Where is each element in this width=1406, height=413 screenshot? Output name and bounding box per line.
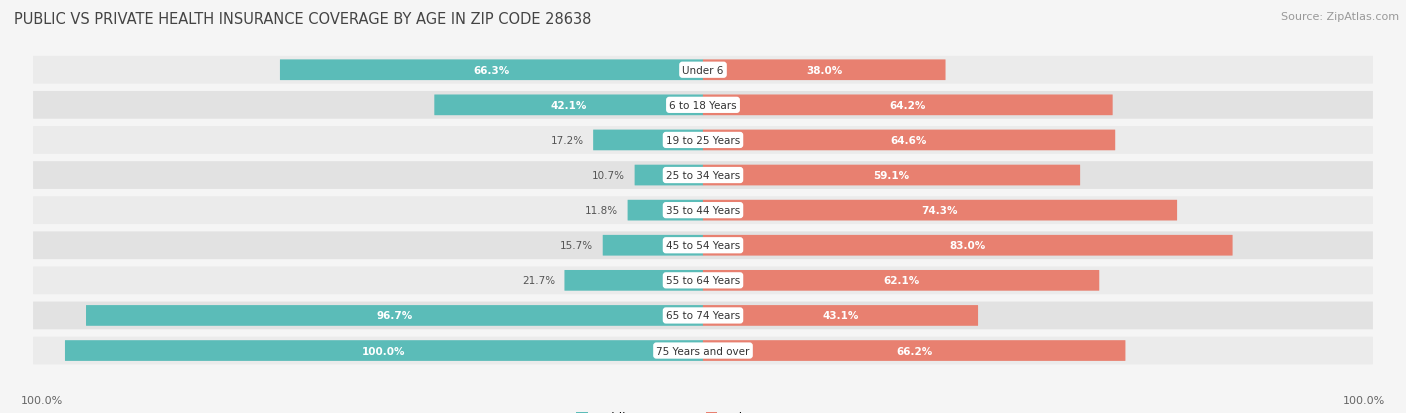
FancyBboxPatch shape: [703, 165, 1080, 186]
Text: 74.3%: 74.3%: [922, 206, 959, 216]
FancyBboxPatch shape: [603, 235, 703, 256]
Text: 6 to 18 Years: 6 to 18 Years: [669, 101, 737, 111]
FancyBboxPatch shape: [434, 95, 703, 116]
Text: 43.1%: 43.1%: [823, 311, 859, 320]
FancyBboxPatch shape: [703, 271, 1099, 291]
Text: 15.7%: 15.7%: [560, 241, 593, 251]
FancyBboxPatch shape: [34, 197, 1372, 224]
FancyBboxPatch shape: [703, 200, 1177, 221]
FancyBboxPatch shape: [34, 127, 1372, 154]
FancyBboxPatch shape: [34, 267, 1372, 294]
Text: 45 to 54 Years: 45 to 54 Years: [666, 241, 740, 251]
Text: 35 to 44 Years: 35 to 44 Years: [666, 206, 740, 216]
Text: 59.1%: 59.1%: [873, 171, 910, 180]
Text: 25 to 34 Years: 25 to 34 Years: [666, 171, 740, 180]
Text: 38.0%: 38.0%: [806, 66, 842, 76]
FancyBboxPatch shape: [634, 165, 703, 186]
FancyBboxPatch shape: [703, 340, 1125, 361]
FancyBboxPatch shape: [703, 305, 979, 326]
Text: 64.2%: 64.2%: [890, 101, 927, 111]
FancyBboxPatch shape: [34, 232, 1372, 259]
FancyBboxPatch shape: [703, 235, 1233, 256]
Legend: Public Insurance, Private Insurance: Public Insurance, Private Insurance: [576, 411, 830, 413]
Text: 19 to 25 Years: 19 to 25 Years: [666, 135, 740, 146]
Text: 21.7%: 21.7%: [522, 275, 555, 286]
FancyBboxPatch shape: [280, 60, 703, 81]
Text: 10.7%: 10.7%: [592, 171, 626, 180]
Text: 100.0%: 100.0%: [363, 346, 406, 356]
FancyBboxPatch shape: [86, 305, 703, 326]
Text: 17.2%: 17.2%: [551, 135, 583, 146]
FancyBboxPatch shape: [703, 60, 945, 81]
Text: Source: ZipAtlas.com: Source: ZipAtlas.com: [1281, 12, 1399, 22]
FancyBboxPatch shape: [627, 200, 703, 221]
FancyBboxPatch shape: [593, 130, 703, 151]
Text: 100.0%: 100.0%: [1343, 395, 1385, 405]
Text: 66.3%: 66.3%: [474, 66, 509, 76]
Text: 83.0%: 83.0%: [949, 241, 986, 251]
Text: 100.0%: 100.0%: [21, 395, 63, 405]
Text: 42.1%: 42.1%: [551, 101, 586, 111]
Text: 66.2%: 66.2%: [896, 346, 932, 356]
Text: Under 6: Under 6: [682, 66, 724, 76]
FancyBboxPatch shape: [34, 92, 1372, 119]
Text: 65 to 74 Years: 65 to 74 Years: [666, 311, 740, 320]
Text: 62.1%: 62.1%: [883, 275, 920, 286]
FancyBboxPatch shape: [34, 337, 1372, 365]
Text: 96.7%: 96.7%: [377, 311, 413, 320]
FancyBboxPatch shape: [564, 271, 703, 291]
Text: PUBLIC VS PRIVATE HEALTH INSURANCE COVERAGE BY AGE IN ZIP CODE 28638: PUBLIC VS PRIVATE HEALTH INSURANCE COVER…: [14, 12, 592, 27]
Text: 75 Years and over: 75 Years and over: [657, 346, 749, 356]
FancyBboxPatch shape: [65, 340, 703, 361]
FancyBboxPatch shape: [34, 302, 1372, 330]
Text: 11.8%: 11.8%: [585, 206, 619, 216]
FancyBboxPatch shape: [703, 95, 1112, 116]
FancyBboxPatch shape: [34, 162, 1372, 190]
Text: 64.6%: 64.6%: [891, 135, 927, 146]
FancyBboxPatch shape: [34, 57, 1372, 84]
Text: 55 to 64 Years: 55 to 64 Years: [666, 275, 740, 286]
FancyBboxPatch shape: [703, 130, 1115, 151]
